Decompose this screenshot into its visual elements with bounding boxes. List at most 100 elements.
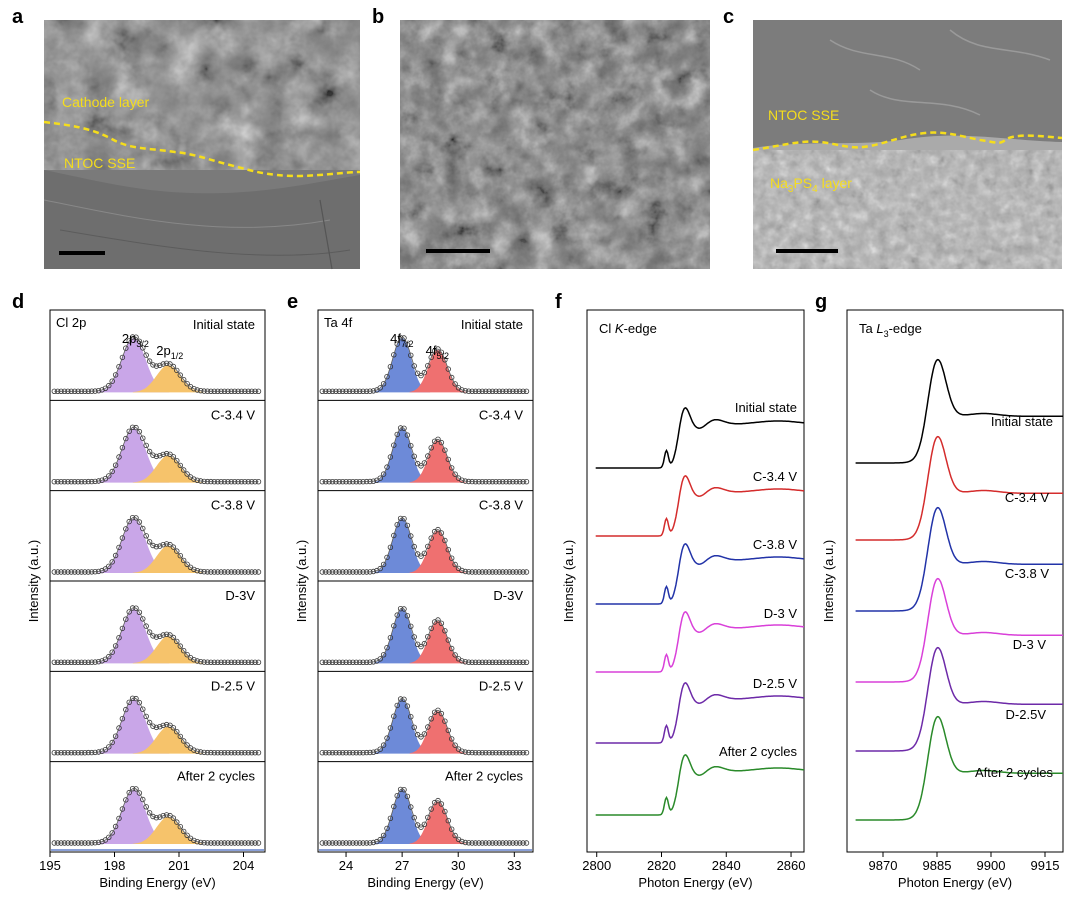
data-point <box>109 468 115 475</box>
data-point <box>428 806 434 812</box>
panel-letter-f: f <box>555 291 562 313</box>
data-point <box>170 725 177 731</box>
x-axis-label: Binding Energy (eV) <box>99 875 215 890</box>
data-point <box>112 462 119 468</box>
panel-title: Ta 4f <box>324 315 353 330</box>
x-tick-label: 204 <box>233 858 255 873</box>
data-point <box>184 652 190 658</box>
data-point <box>184 832 190 838</box>
data-point <box>126 789 132 796</box>
data-point <box>435 617 441 623</box>
data-point <box>452 832 458 839</box>
title-italic: K <box>615 321 625 336</box>
peak-label-b-main: 2p <box>156 343 170 358</box>
data-point <box>102 747 109 753</box>
scale-bar-b <box>426 249 490 253</box>
data-point <box>411 543 417 550</box>
data-point <box>391 532 397 539</box>
title-prefix: Cl <box>599 321 615 336</box>
peak-area-2p3/2 <box>98 428 170 483</box>
fit-envelope <box>54 336 259 392</box>
data-point <box>180 828 187 835</box>
peak-label-a-sub: 7/2 <box>401 339 414 349</box>
plot-frame <box>846 309 1064 853</box>
data-point <box>150 633 156 639</box>
data-point <box>170 634 177 641</box>
peak-label-a: 2p3/2 <box>122 331 149 349</box>
series-line <box>855 577 1063 683</box>
data-point <box>191 747 197 753</box>
data-point <box>191 566 197 573</box>
data-point <box>99 658 105 664</box>
data-point <box>191 837 197 844</box>
data-point <box>174 548 180 554</box>
data-point <box>157 724 163 730</box>
data-point <box>408 533 414 539</box>
data-point <box>177 733 183 740</box>
fit-envelope <box>54 426 259 483</box>
data-point <box>133 695 139 702</box>
state-label: After 2 cycles <box>177 769 256 784</box>
title-italic: L <box>876 321 883 336</box>
series-label: C-3.4 V <box>753 469 797 484</box>
data-point <box>136 609 143 615</box>
data-point <box>449 736 455 742</box>
data-point <box>421 731 428 737</box>
data-point <box>449 555 455 561</box>
data-point <box>136 699 143 706</box>
data-point <box>438 439 445 446</box>
data-point <box>387 544 394 550</box>
data-point <box>126 518 132 525</box>
data-point <box>99 477 105 483</box>
data-point <box>387 635 394 641</box>
data-point <box>184 742 190 748</box>
fit-envelope <box>322 788 527 844</box>
data-point <box>194 387 200 393</box>
sem-image-a: Cathode layer NTOC SSE <box>43 20 361 270</box>
data-point <box>116 635 122 641</box>
data-point <box>377 475 383 481</box>
peak-area-4f5/2 <box>409 350 466 393</box>
series-label: C-3.4 V <box>1005 490 1049 505</box>
peak-label-b-sub: 1/2 <box>171 351 184 361</box>
data-point <box>380 652 387 658</box>
scale-bar-a <box>59 251 105 255</box>
data-point <box>435 797 441 804</box>
peak-area-4f5/2 <box>409 711 466 754</box>
y-axis-label: Intensity (a.u.) <box>294 540 309 622</box>
data-point <box>126 428 132 434</box>
data-point <box>401 335 407 341</box>
data-point <box>119 625 126 632</box>
x-tick-label: 2800 <box>582 858 611 873</box>
data-point <box>150 723 156 729</box>
data-point <box>384 464 390 470</box>
data-point <box>106 744 112 750</box>
data-point <box>384 374 390 380</box>
data-point <box>174 458 180 464</box>
data-point <box>102 385 109 391</box>
data-point <box>170 363 177 370</box>
data-point <box>408 623 414 629</box>
data-point <box>184 561 190 567</box>
data-point <box>449 374 455 381</box>
data-point <box>452 381 458 387</box>
data-point <box>136 790 143 796</box>
data-point <box>449 826 455 832</box>
data-point <box>380 471 387 477</box>
panel-title: Ta L3-edge <box>859 321 922 339</box>
data-point <box>170 815 177 821</box>
data-point <box>102 656 109 662</box>
state-label: Initial state <box>461 317 523 332</box>
data-point <box>143 352 149 358</box>
data-point <box>418 643 424 650</box>
plot-frame <box>586 309 805 853</box>
data-point <box>180 738 187 744</box>
data-point <box>174 729 180 735</box>
data-point <box>438 349 445 355</box>
data-point <box>157 814 163 820</box>
data-point <box>377 565 383 572</box>
data-point <box>391 623 397 629</box>
data-point <box>391 713 397 719</box>
data-point <box>445 637 451 643</box>
